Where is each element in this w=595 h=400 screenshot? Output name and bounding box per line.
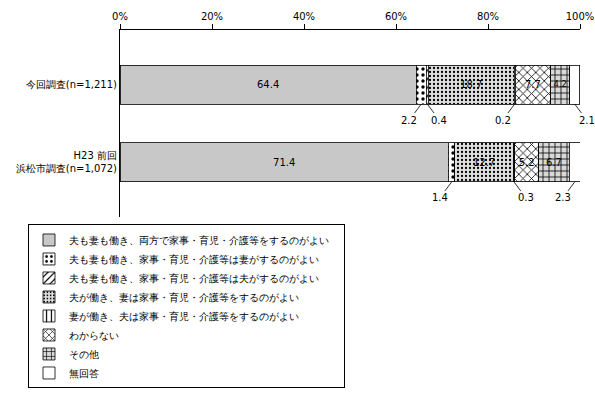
svg-text:18.7: 18.7 <box>460 79 482 90</box>
svg-text:1.4: 1.4 <box>432 192 448 203</box>
svg-text:わからない: わからない <box>69 330 119 341</box>
svg-text:無回答: 無回答 <box>69 368 99 379</box>
svg-text:4.2: 4.2 <box>554 79 567 89</box>
svg-text:夫が働き、妻は家事・育児・介護等をするのがよい: 夫が働き、妻は家事・育児・介護等をするのがよい <box>69 292 299 303</box>
svg-text:0.3: 0.3 <box>518 192 534 203</box>
svg-text:40%: 40% <box>293 11 315 22</box>
svg-text:その他: その他 <box>69 349 99 360</box>
svg-text:今回調査(n=1,211): 今回調査(n=1,211) <box>26 79 117 90</box>
svg-text:夫も妻も働き、家事・育児・介護等は夫がするのがよい: 夫も妻も働き、家事・育児・介護等は夫がするのがよい <box>69 273 319 284</box>
svg-text:80%: 80% <box>477 11 499 22</box>
svg-text:夫も妻も働き、家事・育児・介護等は妻がするのがよい: 夫も妻も働き、家事・育児・介護等は妻がするのがよい <box>69 254 319 265</box>
svg-text:妻が働き、夫は家事・育児・介護等をするのがよい: 妻が働き、夫は家事・育児・介護等をするのがよい <box>69 311 299 322</box>
svg-text:0.2: 0.2 <box>495 115 511 126</box>
svg-text:5.2: 5.2 <box>519 157 535 168</box>
svg-text:20%: 20% <box>201 11 223 22</box>
svg-text:0.4: 0.4 <box>431 115 447 126</box>
svg-text:60%: 60% <box>385 11 407 22</box>
svg-text:12.7: 12.7 <box>473 157 495 168</box>
svg-text:2.2: 2.2 <box>401 115 417 126</box>
svg-text:100%: 100% <box>566 11 595 22</box>
svg-text:6.7: 6.7 <box>546 157 562 168</box>
svg-text:夫も妻も働き、両方で家事・育児・介護等をするのがよい: 夫も妻も働き、両方で家事・育児・介護等をするのがよい <box>69 235 329 246</box>
svg-text:2.3: 2.3 <box>555 192 571 203</box>
svg-text:0%: 0% <box>112 11 128 22</box>
svg-text:71.4: 71.4 <box>273 157 295 168</box>
svg-text:7.7: 7.7 <box>525 79 541 90</box>
svg-text:2.1: 2.1 <box>579 115 595 126</box>
svg-text:H23 前回浜松市調査(n=1,072): H23 前回浜松市調査(n=1,072) <box>16 150 117 174</box>
svg-text:64.4: 64.4 <box>257 79 279 90</box>
